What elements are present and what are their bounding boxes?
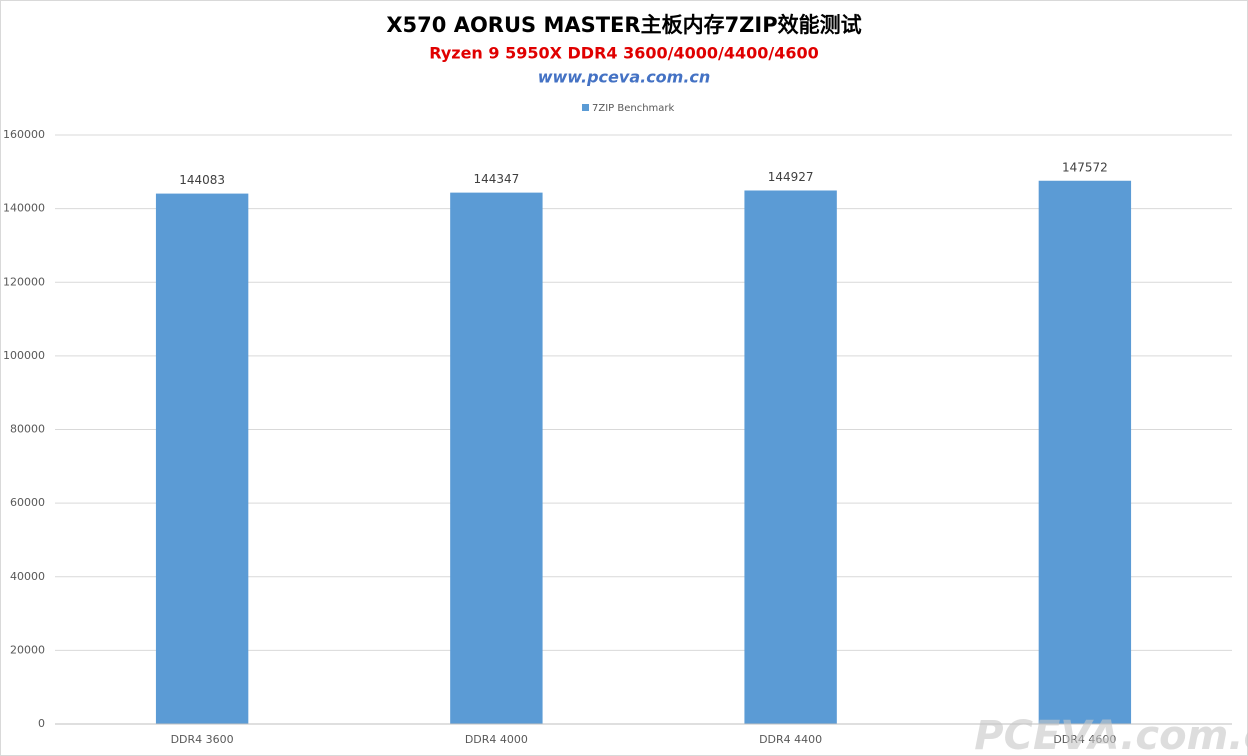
x-tick-label: DDR4 4000 [465, 733, 528, 746]
bar [450, 192, 543, 724]
data-label: 144083 [179, 173, 225, 187]
bar [1038, 180, 1132, 724]
data-label: 147572 [1062, 160, 1108, 174]
x-tick-label: DDR4 3600 [171, 733, 234, 746]
y-tick-label: 120000 [3, 275, 45, 288]
y-tick-label: 40000 [10, 570, 45, 583]
y-tick-label: 60000 [10, 496, 45, 509]
data-label: 144927 [768, 170, 814, 184]
legend-label: 7ZIP Benchmark [592, 103, 675, 114]
y-tick-label: 140000 [3, 202, 45, 215]
watermark: PCEVA.com.cn [974, 713, 1248, 756]
x-tick-label: DDR4 4400 [759, 733, 822, 746]
chart-subtitle: Ryzen 9 5950X DDR4 3600/4000/4400/4600 [429, 44, 819, 63]
y-tick-label: 80000 [10, 423, 45, 436]
chart-source: www.pceva.com.cn [538, 68, 711, 87]
y-tick-label: 100000 [3, 349, 45, 362]
chart-title: X570 AORUS MASTER主板内存7ZIP效能测试 [386, 13, 861, 37]
bar [155, 193, 249, 724]
bar [744, 190, 837, 724]
legend-swatch [582, 104, 589, 111]
data-label: 144347 [473, 172, 519, 186]
y-tick-label: 160000 [3, 128, 45, 141]
x-tick-label: DDR4 4600 [1053, 733, 1116, 746]
y-tick-label: 20000 [10, 643, 45, 656]
y-tick-label: 0 [38, 717, 45, 730]
